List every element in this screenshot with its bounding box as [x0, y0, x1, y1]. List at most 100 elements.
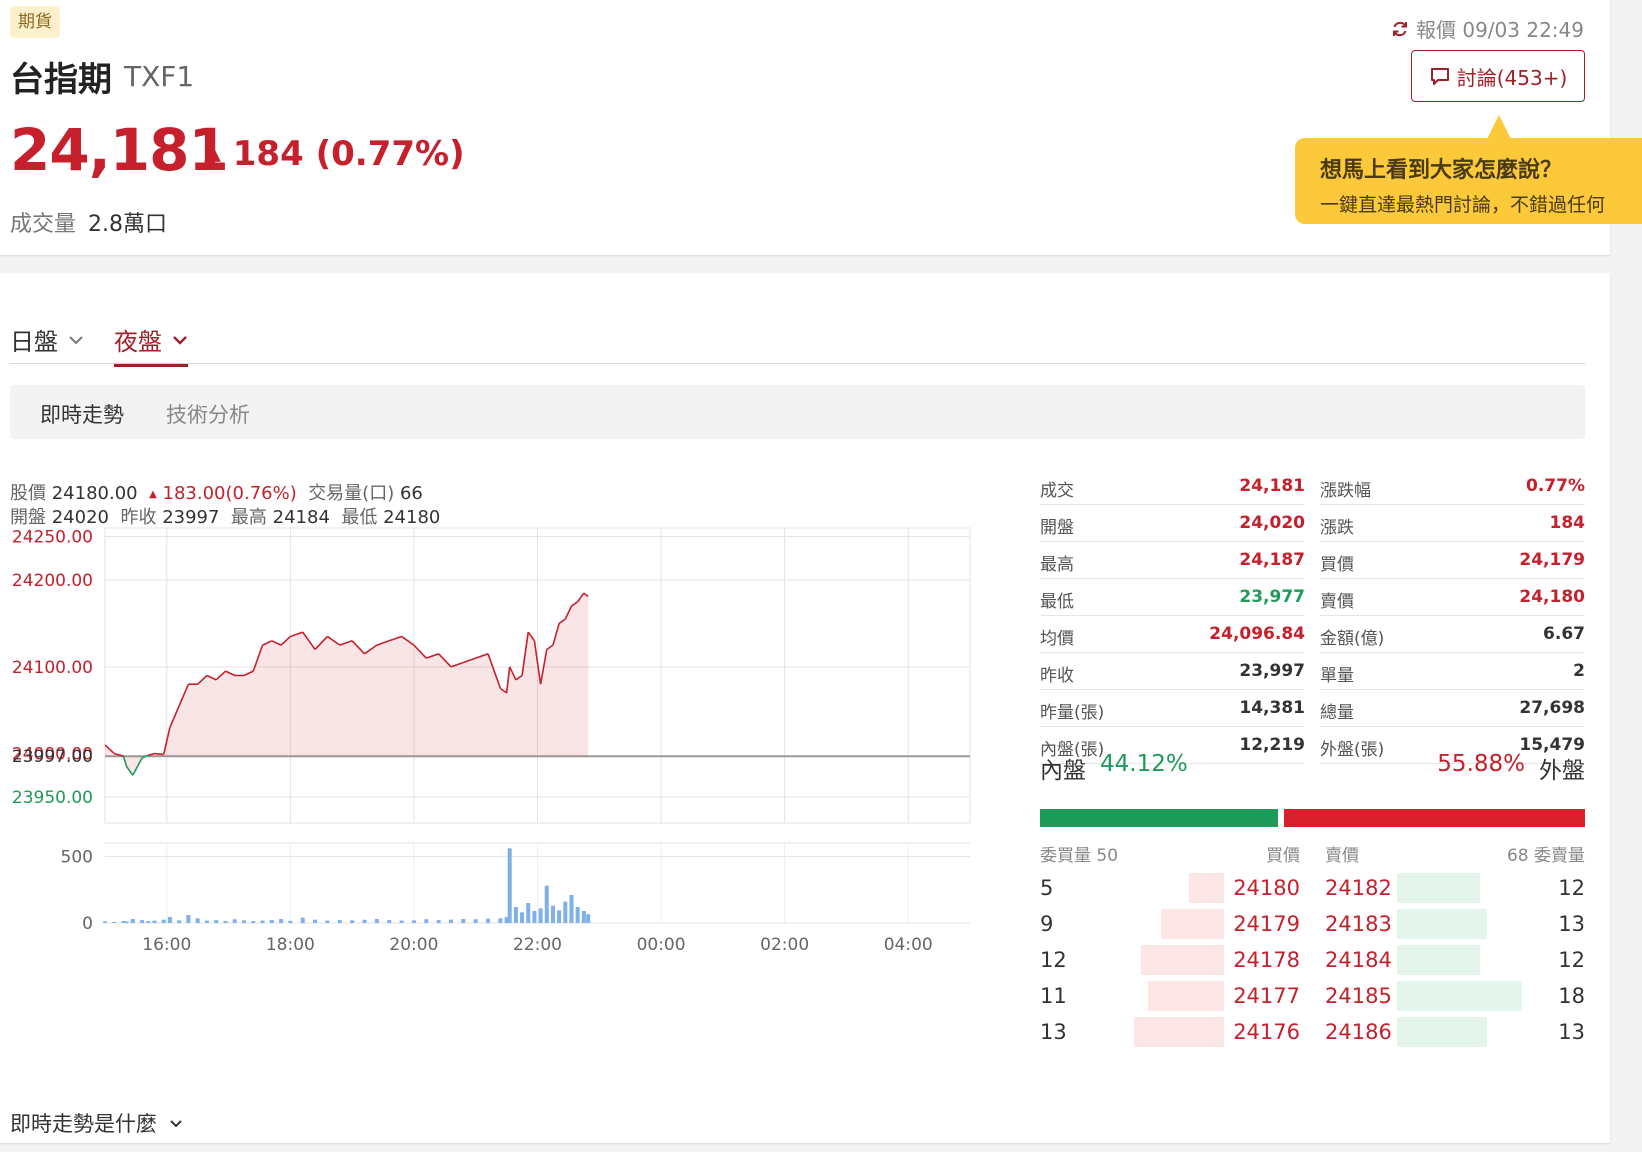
price-line-segment [104, 744, 115, 755]
tab-day-label: 日盤 [10, 328, 58, 356]
tab-day-session[interactable]: 日盤 [10, 322, 84, 357]
stat-row: 昨收 23,997 [1040, 653, 1305, 690]
stat-label: 昨收 [1040, 666, 1074, 686]
discussion-label: 討論(453+) [1456, 65, 1568, 90]
volume-bar [498, 918, 503, 923]
stat-row: 昨量(張) 14,381 [1040, 690, 1305, 727]
buy-qty: 12 [1040, 948, 1067, 972]
order-book-row: 11 24177 24185 18 [1040, 981, 1585, 1011]
info-prev: 23997 [162, 507, 220, 528]
buy-price: 24180 [1233, 876, 1300, 900]
chevron-down-icon [172, 335, 188, 345]
discussion-button[interactable]: 討論(453+) [1411, 50, 1585, 102]
stat-label: 外盤(張) [1320, 740, 1385, 760]
intraday-chart[interactable]: 24250.00 24200.00 24100.00 24000.0023997.00… [10, 518, 1015, 978]
price-line-segment [577, 592, 585, 603]
stat-value: 24,187 [1239, 550, 1305, 570]
volume-bar [538, 908, 543, 923]
price-line-segment [243, 670, 254, 677]
stat-row: 外盤(張) 15,479 [1320, 727, 1585, 764]
discussion-tooltip[interactable]: 想馬上看到大家怎麼說？ 一鍵直達最熱門討論，不錯過任何 [1295, 138, 1642, 224]
stat-value: 24,096.84 [1209, 624, 1305, 644]
chart-card: 日盤 夜盤 即時走勢 技術分析 股價 24180.00 ▲ 183.00(0.7… [0, 273, 1610, 1143]
sell-depth-bar [1397, 873, 1480, 903]
faq-toggle[interactable]: 即時走勢是什麼 [10, 1108, 183, 1138]
stat-value: 24,179 [1519, 550, 1585, 570]
price-line-segment [125, 766, 134, 776]
refresh-icon[interactable] [1390, 19, 1410, 39]
volume-bar [374, 919, 379, 923]
stat-label: 漲跌 [1320, 518, 1354, 538]
volume-bar [449, 919, 453, 923]
price-line-segment [413, 644, 427, 659]
volume-bar [121, 921, 126, 923]
order-book-row: 5 24180 24182 12 [1040, 873, 1585, 903]
volume-bar [214, 920, 219, 923]
y-tick-label: 24250.00 [12, 528, 93, 548]
chart-info-line-2: 開盤 24020 昨收 23997 最高 24184 最低 24180 [10, 503, 440, 529]
buy-price: 24178 [1233, 948, 1300, 972]
buy-depth-bar [1161, 909, 1224, 939]
info-prev-label: 昨收 [120, 507, 157, 528]
tooltip-body: 一鍵直達最熱門討論，不錯過任何 [1320, 194, 1606, 216]
buy-price: 24179 [1233, 912, 1300, 936]
sell-depth-bar [1397, 909, 1487, 939]
stat-row: 開盤 24,020 [1040, 505, 1305, 542]
volume-bar [337, 920, 342, 923]
price-line-segment [552, 623, 560, 646]
stat-row: 最低 23,977 [1040, 579, 1305, 616]
stat-label: 最高 [1040, 555, 1074, 575]
stat-label: 漲跌幅 [1320, 481, 1371, 501]
y-tick-label: 23950.00 [12, 788, 93, 808]
stat-value: 24,020 [1239, 513, 1305, 533]
volume-bar [260, 920, 265, 923]
buy-depth-bar [1189, 873, 1224, 903]
price-line-segment [388, 635, 402, 642]
instrument-code: TXF1 [124, 60, 195, 93]
price-line-segment [401, 635, 415, 646]
info-price: 24180.00 [51, 483, 138, 504]
stat-row: 內盤(張) 12,219 [1040, 727, 1305, 764]
price-line-segment [508, 666, 517, 681]
price-line-segment [252, 644, 264, 672]
price-line-segment [475, 653, 489, 659]
stat-row: 買價 24,179 [1320, 542, 1585, 579]
volume-bar [186, 915, 191, 923]
tab-night-session[interactable]: 夜盤 [114, 322, 188, 367]
order-book-row: 13 24176 24186 13 [1040, 1017, 1585, 1047]
inner-label: 內盤 [1040, 758, 1086, 784]
volume-bar [177, 920, 182, 923]
price-line-segment [197, 674, 208, 685]
volume-bar [242, 920, 247, 923]
volume-bar [520, 912, 525, 923]
price-line-segment [178, 683, 190, 707]
stat-row: 成交 24,181 [1040, 468, 1305, 505]
stat-label: 單量 [1320, 666, 1354, 686]
price-line-segment [499, 687, 508, 694]
volume-bar [399, 920, 404, 923]
info-volume-label: 交易量(口) [308, 483, 395, 504]
price-line-segment [326, 635, 341, 646]
x-tick-label: 04:00 [884, 935, 933, 955]
volume-bar [362, 919, 367, 923]
stat-row: 總量 27,698 [1320, 690, 1585, 727]
info-open-label: 開盤 [10, 507, 46, 528]
stat-label: 均價 [1040, 629, 1074, 649]
info-price-label: 股價 [10, 483, 46, 504]
buy-qty: 5 [1040, 876, 1054, 900]
tab-technical[interactable]: 技術分析 [166, 403, 250, 427]
stat-label: 開盤 [1040, 518, 1074, 538]
tab-realtime[interactable]: 即時走勢 [40, 403, 124, 427]
price-line-segment [533, 640, 542, 685]
buy-qty: 13 [1040, 1020, 1067, 1044]
sell-depth-bar [1397, 981, 1522, 1011]
price-line-segment [487, 653, 502, 689]
volume-bar [152, 920, 157, 923]
sell-qty-header: 68 委賣量 [1506, 846, 1585, 866]
sell-price-header: 賣價 [1325, 846, 1359, 866]
volume-value: 2.8萬口 [88, 212, 167, 237]
volume-bar [130, 919, 135, 923]
buy-qty: 11 [1040, 984, 1067, 1008]
volume-bar [473, 919, 478, 923]
stat-row: 單量 2 [1320, 653, 1585, 690]
